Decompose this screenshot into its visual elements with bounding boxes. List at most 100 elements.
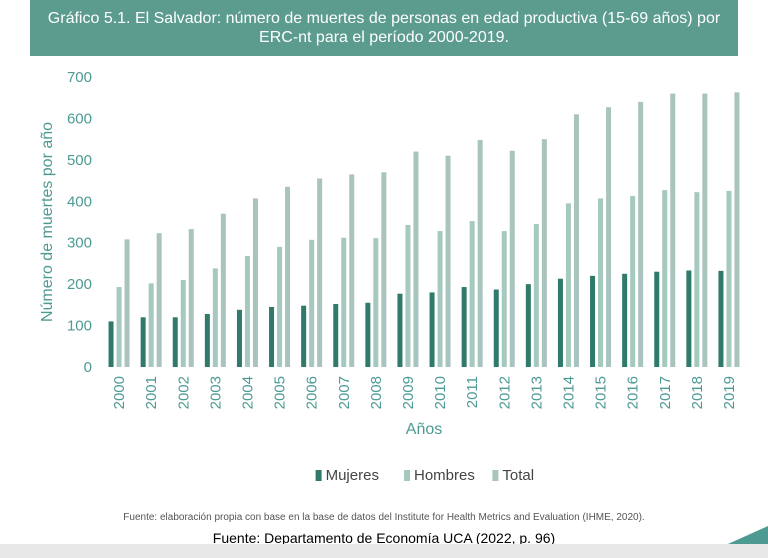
bar-hombres-2016 (630, 195, 636, 367)
bar-hombres-2013 (533, 224, 539, 367)
bar-mujeres-2016 (622, 273, 628, 367)
x-tick-label: 2009 (400, 376, 417, 409)
x-tick-label: 2017 (657, 376, 674, 409)
bar-total-2019 (734, 92, 740, 367)
bar-mujeres-2004 (236, 309, 242, 367)
x-tick-label: 2007 (336, 376, 353, 409)
x-tick-label: 2011 (464, 376, 481, 408)
bar-mujeres-2001 (140, 317, 146, 367)
legend-label-total: Total (502, 467, 534, 484)
bar-total-2011 (477, 139, 483, 367)
bar-total-2016 (638, 101, 644, 367)
y-tick-label: 400 (67, 193, 92, 210)
x-tick-label: 2006 (304, 376, 321, 409)
legend-label-hombres: Hombres (414, 467, 475, 484)
bar-mujeres-2011 (461, 287, 467, 367)
x-tick-label: 2008 (368, 376, 385, 409)
y-tick-label: 600 (67, 110, 92, 127)
bar-hombres-2018 (694, 192, 700, 367)
x-tick-label: 2010 (432, 376, 449, 409)
bar-total-2003 (220, 213, 226, 367)
x-tick-label: 2012 (496, 376, 513, 409)
x-tick-label: 2003 (207, 376, 224, 409)
bar-total-2015 (606, 107, 612, 367)
bar-mujeres-2007 (333, 304, 339, 367)
bar-hombres-2007 (341, 237, 347, 367)
bar-hombres-2017 (662, 190, 668, 367)
source-caption: Fuente: Departamento de Economía UCA (20… (212, 530, 556, 546)
source-note: Fuente: elaboración propia con base en l… (123, 512, 645, 523)
bar-mujeres-2017 (654, 271, 660, 367)
x-tick-label: 2013 (528, 376, 545, 409)
bar-mujeres-2019 (718, 270, 724, 367)
bar-total-2010 (445, 155, 451, 367)
bar-mujeres-2012 (493, 289, 499, 367)
bar-total-2018 (702, 93, 708, 368)
y-tick-label: 700 (67, 69, 92, 86)
bottom-bar (0, 544, 768, 558)
bar-total-2007 (349, 174, 355, 367)
bar-total-2001 (156, 233, 162, 367)
x-tick-label: 2015 (593, 376, 610, 409)
x-tick-label: 2001 (143, 376, 160, 409)
bar-mujeres-2008 (365, 302, 371, 367)
bar-hombres-2015 (598, 198, 604, 367)
y-tick-label: 100 (67, 318, 92, 335)
x-tick-label: 2014 (560, 376, 577, 409)
bar-mujeres-2005 (269, 306, 275, 367)
bar-total-2000 (124, 239, 130, 367)
legend-swatch-total (492, 470, 499, 481)
bar-total-2017 (670, 93, 676, 368)
x-tick-label: 2005 (272, 376, 289, 409)
bar-total-2013 (541, 139, 547, 367)
bar-hombres-2012 (501, 231, 507, 367)
x-axis-label: Años (406, 421, 442, 438)
y-tick-label: 500 (67, 152, 92, 169)
bar-total-2009 (413, 151, 419, 367)
legend-swatch-hombres (404, 470, 410, 481)
y-tick-label: 300 (67, 235, 92, 252)
chart-title: Gráfico 5.1. El Salvador: número de muer… (47, 10, 721, 46)
bar-total-2014 (573, 114, 579, 368)
legend-swatch-mujeres (315, 470, 322, 481)
chart-title-banner: Gráfico 5.1. El Salvador: número de muer… (30, 0, 738, 56)
bar-hombres-2008 (373, 238, 379, 367)
bar-mujeres-2003 (204, 313, 210, 367)
y-tick-label: 200 (67, 276, 92, 293)
bar-total-2012 (509, 150, 515, 367)
x-tick-label: 2004 (239, 376, 256, 409)
bar-mujeres-2009 (397, 293, 403, 367)
bar-hombres-2002 (180, 280, 186, 367)
bar-hombres-2006 (309, 239, 315, 367)
bar-hombres-2010 (437, 231, 443, 367)
bar-hombres-2014 (565, 203, 571, 367)
y-axis-label: Número de muertes por año (39, 122, 56, 322)
bar-hombres-2003 (212, 268, 218, 367)
bar-mujeres-2000 (108, 321, 114, 367)
bar-total-2002 (188, 229, 194, 367)
x-tick-label: 2018 (689, 376, 706, 409)
bar-mujeres-2002 (172, 317, 178, 367)
y-tick-label: 0 (84, 359, 92, 376)
bar-mujeres-2010 (429, 292, 435, 367)
bar-total-2008 (381, 172, 387, 367)
bar-hombres-2009 (405, 224, 411, 367)
bar-hombres-2000 (116, 287, 122, 367)
bar-total-2006 (317, 178, 323, 367)
x-tick-label: 2000 (111, 376, 128, 409)
bar-mujeres-2006 (301, 305, 307, 367)
bar-hombres-2005 (277, 246, 283, 367)
x-tick-label: 2002 (175, 376, 192, 409)
bar-hombres-2019 (726, 190, 732, 367)
bar-chart: 0 100 200 300 400 500 600 700 Número de muertes … (39, 69, 740, 484)
bar-mujeres-2013 (525, 284, 531, 367)
bar-total-2004 (252, 198, 258, 367)
bar-mujeres-2015 (590, 275, 596, 367)
bar-mujeres-2014 (557, 278, 563, 367)
corner-accent (728, 526, 768, 544)
bar-total-2005 (285, 186, 291, 367)
bar-mujeres-2018 (686, 270, 692, 367)
x-tick-label: 2016 (625, 376, 642, 409)
bar-hombres-2011 (469, 221, 475, 367)
legend-label-mujeres: Mujeres (326, 467, 379, 484)
